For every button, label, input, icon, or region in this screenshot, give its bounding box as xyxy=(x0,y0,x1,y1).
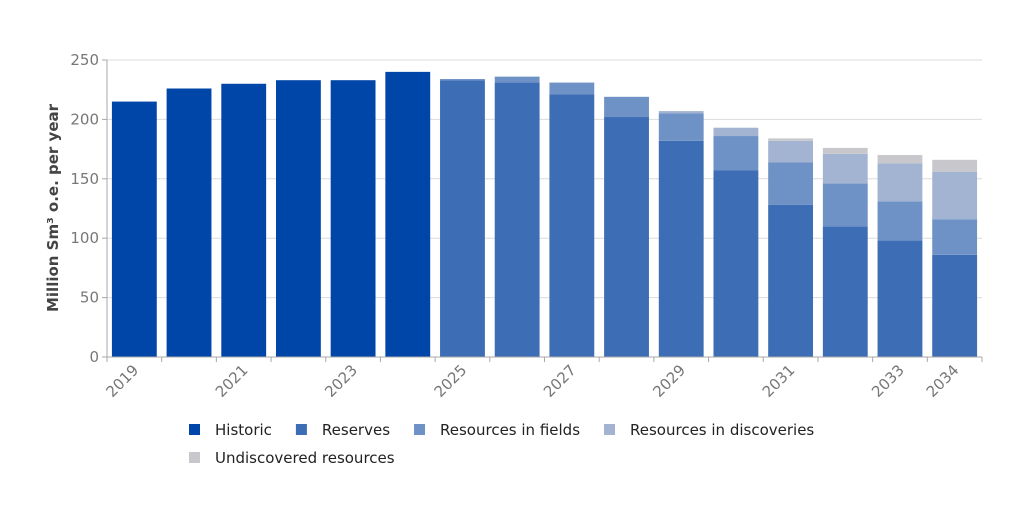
x-tick-label: 2021 xyxy=(212,361,252,401)
bar-2028-reserves xyxy=(604,117,649,357)
bar-2026-resources-in-fields xyxy=(494,76,540,83)
bar-2032-reserves xyxy=(822,226,868,357)
x-tick-label: 2034 xyxy=(923,361,963,401)
bar-2033-resources-in-discoveries xyxy=(877,163,923,202)
bar-2034-reserves xyxy=(932,254,978,357)
bar-2022-historic xyxy=(275,80,321,358)
y-axis-title: Million Sm³ o.e. per year xyxy=(44,103,62,312)
bar-2033-reserves xyxy=(877,240,923,357)
y-tick-label: 200 xyxy=(70,110,99,128)
legend-item-undiscovered-resources[interactable]: Undiscovered resources xyxy=(189,449,395,467)
legend-label: Resources in discoveries xyxy=(630,421,814,439)
bar-2025-reserves xyxy=(440,80,485,358)
x-tick-label: 2033 xyxy=(868,361,908,401)
legend-item-reserves[interactable]: Reserves xyxy=(295,421,390,439)
legend-swatch xyxy=(189,424,200,435)
legend-item-resources-in-fields[interactable]: Resources in fields xyxy=(414,421,580,439)
bar-2031-reserves xyxy=(768,204,814,357)
legend-label: Undiscovered resources xyxy=(215,449,395,467)
x-tick-label: 2027 xyxy=(540,361,580,401)
x-tick-label: 2023 xyxy=(321,361,361,401)
bar-2031-undiscovered-resources xyxy=(768,138,814,141)
bar-2032-resources-in-fields xyxy=(822,183,868,227)
y-tick-label: 0 xyxy=(89,348,99,366)
legend-label: Historic xyxy=(215,421,272,439)
bar-2029-resources-in-fields xyxy=(658,113,704,141)
bar-2020-historic xyxy=(166,88,212,358)
x-tick-label: 2029 xyxy=(649,361,689,401)
legend: Historic Reserves Resources in fields Resou… xyxy=(189,421,814,467)
bar-2027-resources-in-fields xyxy=(549,82,595,95)
bar-2032-resources-in-discoveries xyxy=(822,153,868,184)
bar-2019-historic xyxy=(111,101,157,357)
bar-2028-resources-in-fields xyxy=(604,96,649,118)
bar-2031-resources-in-fields xyxy=(768,162,814,205)
y-tick-label: 250 xyxy=(70,51,99,69)
bar-2026-reserves xyxy=(494,82,540,358)
legend-swatch xyxy=(604,424,616,435)
bar-2034-resources-in-fields xyxy=(932,219,978,255)
bar-2031-resources-in-discoveries xyxy=(768,140,814,163)
bar-2030-reserves xyxy=(713,170,759,357)
y-tick-label: 100 xyxy=(70,229,99,247)
bar-2024-historic xyxy=(385,71,431,357)
legend-swatch xyxy=(295,424,307,435)
bar-2030-resources-in-fields xyxy=(713,136,759,171)
legend-swatch xyxy=(414,424,426,435)
bar-2030-resources-in-discoveries xyxy=(713,127,759,137)
bar-2027-reserves xyxy=(549,94,595,358)
x-tick-label: 2031 xyxy=(759,361,799,401)
x-tick-label: 2019 xyxy=(102,361,142,401)
legend-item-resources-in-discoveries[interactable]: Resources in discoveries xyxy=(604,421,814,439)
bar-2023-historic xyxy=(330,80,376,358)
bar-2033-resources-in-fields xyxy=(877,201,923,241)
x-tick-label: 2025 xyxy=(431,361,471,401)
bar-2025-resources-in-fields xyxy=(440,79,485,81)
y-tick-label: 150 xyxy=(70,170,99,188)
bar-2032-undiscovered-resources xyxy=(822,147,868,154)
bar-2033-undiscovered-resources xyxy=(877,155,923,164)
bar-2021-historic xyxy=(221,83,267,357)
legend-item-historic[interactable]: Historic xyxy=(189,421,272,439)
bar-2034-resources-in-discoveries xyxy=(932,171,978,220)
bar-2029-resources-in-discoveries xyxy=(658,111,704,114)
y-tick-label: 50 xyxy=(80,289,99,307)
legend-swatch xyxy=(189,452,200,463)
bars xyxy=(111,71,978,358)
legend-label: Resources in fields xyxy=(440,421,580,439)
bar-2034-undiscovered-resources xyxy=(932,159,978,172)
legend-label: Reserves xyxy=(322,421,390,439)
bar-2029-reserves xyxy=(658,140,704,357)
